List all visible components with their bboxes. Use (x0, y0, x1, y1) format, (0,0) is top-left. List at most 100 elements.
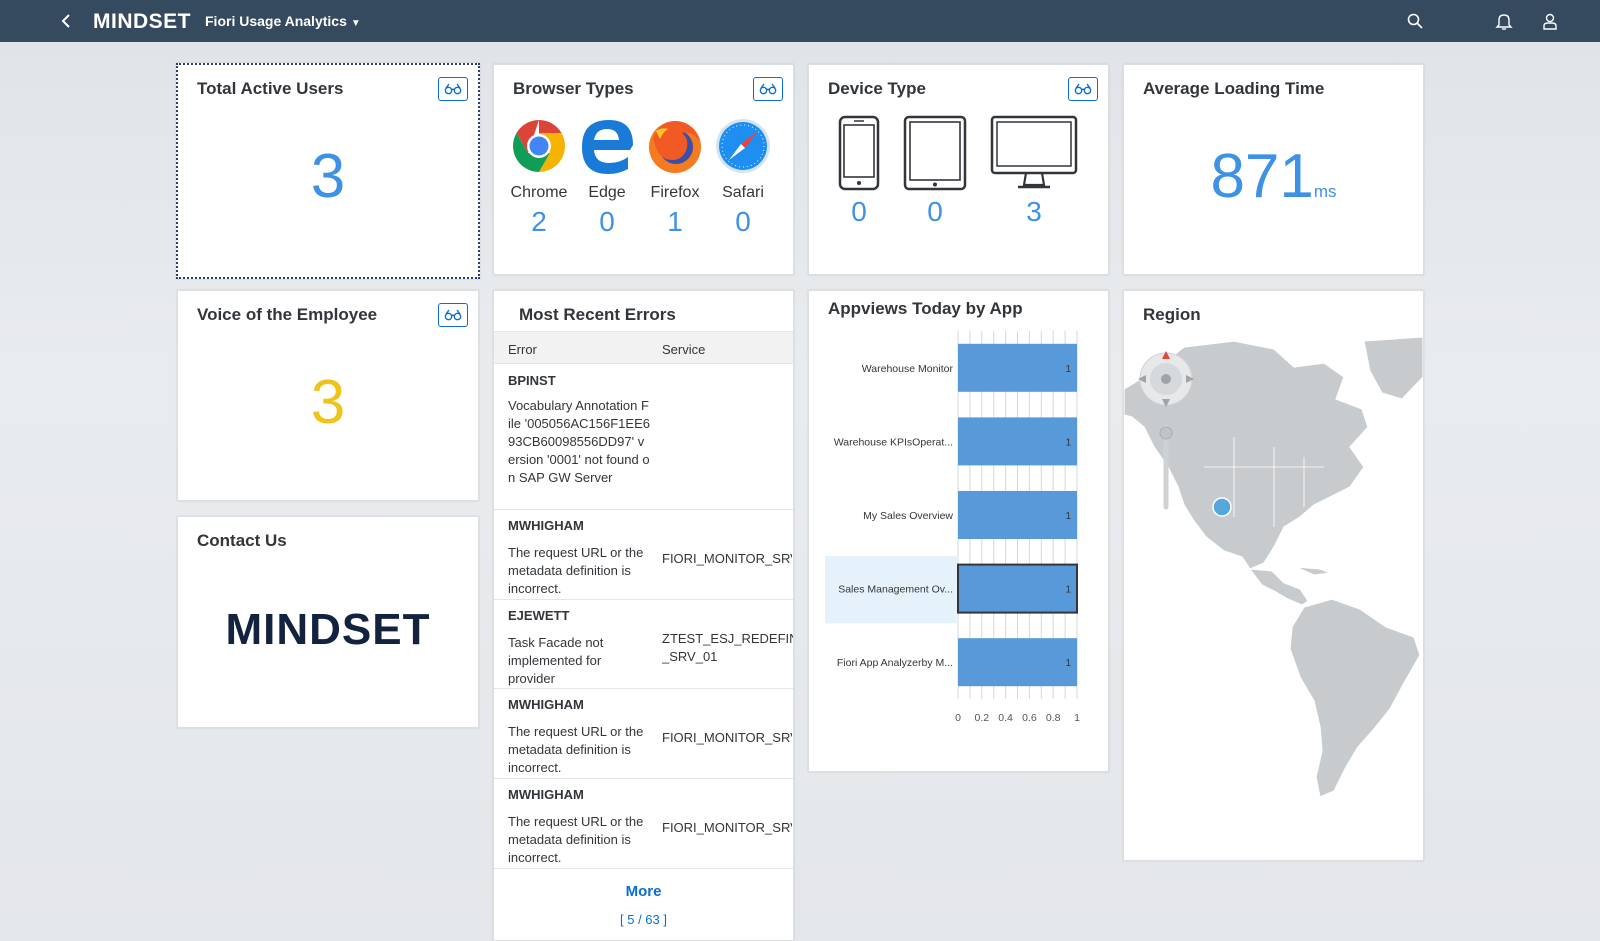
browser-count: 0 (599, 206, 615, 237)
error-user: MWHIGHAM (508, 518, 584, 533)
browser-types-tile[interactable]: Browser Types Chrome 2 Edge 0 Firefox 1 (493, 64, 794, 275)
appviews-bar-chart: Warehouse Monitor 1 Warehouse KPIsOperat..… (825, 331, 1080, 724)
mindset-logo: MINDSET (225, 605, 431, 654)
contact-us-tile[interactable]: Contact Us MINDSET (177, 516, 479, 728)
map-zoom-slider[interactable] (1159, 424, 1173, 510)
errors-table-header: Error Service (494, 331, 793, 364)
column-header-service: Service (662, 342, 706, 357)
table-row[interactable]: BPINST Vocabulary Annotation File '00505… (494, 365, 793, 510)
voice-of-employee-tile[interactable]: Voice of the Employee 3 (177, 290, 479, 501)
north-america-shape (1124, 340, 1369, 570)
kpi-value: 3 (310, 142, 346, 211)
pagination-count: [ 5 / 63 ] (620, 912, 667, 927)
x-tick-label: 0.6 (1022, 712, 1037, 724)
bar[interactable] (958, 417, 1077, 466)
browser-count: 2 (531, 206, 547, 237)
table-row[interactable]: MWHIGHAM The request URL or the metadata… (494, 689, 793, 779)
user-icon[interactable] (1541, 12, 1559, 30)
kpi-unit: ms (1313, 182, 1337, 201)
average-loading-time-tile[interactable]: Average Loading Time 871ms (1123, 64, 1424, 275)
x-tick-label: 1 (1074, 712, 1080, 724)
category-label: Fiori App Analyzerby M... (837, 657, 953, 669)
table-row[interactable]: MWHIGHAM The request URL or the metadata… (494, 779, 793, 869)
browser-chrome: Chrome 2 (506, 117, 572, 238)
shell-bar: MINDSET Fiori Usage Analytics ▼ (0, 0, 1600, 42)
chrome-icon (513, 120, 565, 172)
data-label: 1 (1065, 437, 1071, 448)
tile-title: Most Recent Errors (519, 305, 676, 324)
browser-label: Chrome (510, 184, 568, 201)
device-desktop: 3 (989, 115, 1079, 228)
browser-count: 0 (735, 206, 751, 237)
x-tick-label: 0.2 (974, 712, 989, 724)
appviews-chart-tile[interactable]: Appviews Today by App Warehouse Monitor 1… (808, 290, 1109, 772)
data-label: 1 (1065, 364, 1071, 375)
data-label: 1 (1065, 511, 1071, 522)
selected-row-highlight (825, 555, 958, 624)
region-map-tile[interactable]: Region (1123, 290, 1424, 861)
browser-firefox: Firefox 1 (642, 117, 708, 238)
tile-title: Browser Types (513, 79, 634, 98)
error-user: MWHIGHAM (508, 787, 584, 802)
bell-icon[interactable] (1495, 12, 1513, 30)
glasses-icon[interactable] (438, 77, 468, 101)
column-header-error: Error (508, 342, 537, 357)
x-tick-label: 0 (955, 712, 961, 724)
more-link[interactable]: More (625, 883, 662, 900)
location-marker (1212, 497, 1232, 517)
error-message: Vocabulary Annotation File '005056AC156F… (508, 398, 650, 485)
recent-errors-tile[interactable]: Most Recent Errors Error Service BPINST … (493, 290, 794, 941)
safari-icon (716, 119, 770, 173)
glasses-icon[interactable] (753, 77, 783, 101)
browser-label: Edge (588, 184, 626, 201)
phone-icon (838, 115, 880, 191)
error-user: BPINST (508, 373, 556, 388)
greenland-shape (1363, 337, 1423, 400)
tile-title: Average Loading Time (1143, 79, 1325, 98)
tile-title: Voice of the Employee (197, 305, 378, 324)
firefox-icon (649, 121, 701, 173)
device-count: 0 (851, 196, 867, 227)
device-count: 3 (1026, 196, 1042, 227)
data-label: 1 (1065, 658, 1071, 669)
table-row[interactable]: EJEWETT Task Facade not implemented for … (494, 600, 793, 689)
kpi-block: 871ms (1124, 141, 1423, 212)
app-title: Fiori Usage Analytics (205, 13, 347, 29)
tile-title: Contact Us (197, 531, 287, 550)
browser-label: Safari (722, 184, 764, 201)
device-count: 0 (927, 196, 943, 227)
kpi-value: 871 (1210, 142, 1314, 211)
glasses-icon[interactable] (438, 303, 468, 327)
error-user: MWHIGHAM (508, 697, 584, 712)
brand-logo[interactable]: MINDSET (93, 10, 191, 33)
device-type-tile[interactable]: Device Type 0 0 3 (808, 64, 1109, 275)
map-pan-control[interactable] (1138, 351, 1194, 407)
bar[interactable] (958, 638, 1077, 687)
total-active-users-tile[interactable]: Total Active Users 3 (176, 63, 480, 279)
error-service: FIORI_MONITOR_SRV (662, 730, 792, 745)
caret-down-icon: ▼ (350, 18, 361, 29)
error-message: The request URL or the metadata definiti… (508, 545, 644, 596)
error-service: ZTEST_ESJ_REDEFIN _SRV_01 (662, 631, 793, 664)
bar[interactable] (958, 343, 1077, 392)
bar[interactable] (957, 563, 1078, 614)
south-america-shape (1289, 598, 1421, 798)
device-phone: 0 (837, 115, 881, 228)
glasses-icon[interactable] (1068, 77, 1098, 101)
back-icon[interactable] (58, 11, 76, 31)
device-tablet: 0 (902, 115, 968, 228)
tile-title: Device Type (828, 79, 926, 98)
error-message: Task Facade not implemented for provider (508, 635, 604, 686)
bar[interactable] (958, 491, 1077, 539)
table-row[interactable]: MWHIGHAM The request URL or the metadata… (494, 510, 793, 600)
category-label: Sales Management Ov... (838, 584, 953, 596)
search-icon[interactable] (1406, 12, 1424, 30)
category-label: Warehouse Monitor (862, 363, 954, 375)
error-service: FIORI_MONITOR_SRV (662, 551, 792, 566)
browser-label: Firefox (650, 184, 700, 201)
app-title-menu[interactable]: Fiori Usage Analytics ▼ (205, 13, 361, 29)
world-map[interactable] (1124, 337, 1423, 817)
browser-edge: Edge 0 (574, 117, 640, 238)
browser-safari: Safari 0 (710, 117, 776, 238)
error-message: The request URL or the metadata definiti… (508, 724, 644, 775)
